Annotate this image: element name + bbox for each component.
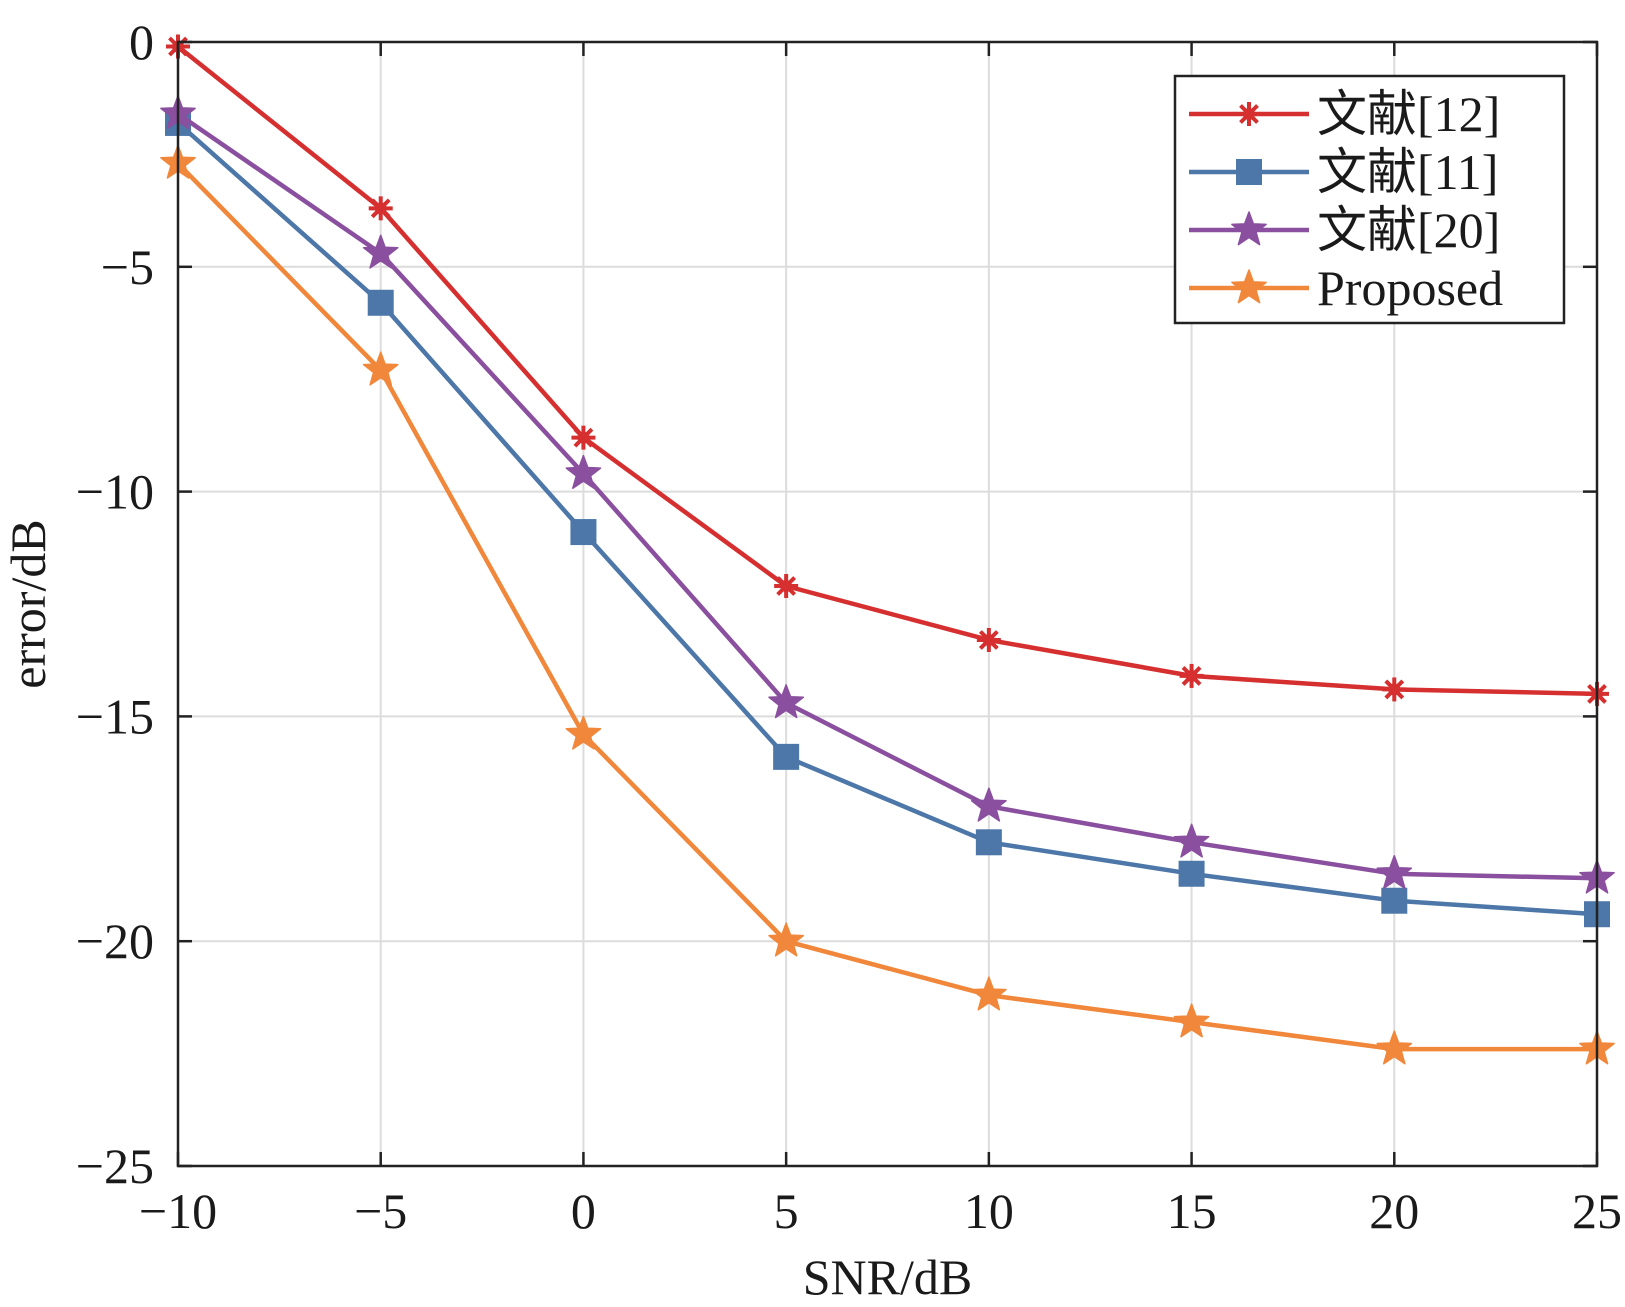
legend-swatch-marker (1237, 102, 1261, 126)
y-tick-label: −20 (76, 913, 154, 969)
data-point (768, 922, 805, 957)
y-tick-label: −25 (76, 1138, 154, 1194)
legend-label: 文献[20] (1317, 202, 1500, 258)
data-point (367, 289, 394, 316)
legend: 文献[12]文献[11]文献[20]Proposed (1173, 74, 1566, 325)
data-point-core (982, 633, 995, 646)
y-tick-label: −5 (101, 239, 154, 295)
data-point-core (780, 580, 793, 593)
data-point (1173, 823, 1210, 858)
legend-label: Proposed (1317, 260, 1503, 316)
data-point (565, 715, 602, 750)
series-1 (165, 109, 1610, 928)
x-tick-label: 10 (964, 1183, 1014, 1239)
data-point (1376, 855, 1413, 890)
data-point (362, 351, 399, 386)
data-point (970, 976, 1007, 1011)
data-point-core (1388, 683, 1401, 696)
legend-label: 文献[11] (1317, 144, 1498, 200)
data-point (976, 627, 1001, 652)
data-point (1376, 1030, 1413, 1065)
x-tick-label: −10 (139, 1183, 217, 1239)
data-point (970, 787, 1007, 822)
y-tick-label: 0 (129, 14, 154, 70)
axis-ticks: −10 −5 0 5 10 15 20 25 0 −5 −10 −15 −20 −25 (76, 14, 1622, 1239)
legend-entry: 文献[20] (1189, 202, 1500, 258)
data-point (975, 829, 1002, 856)
data-point (768, 684, 805, 719)
data-point (1173, 1003, 1210, 1038)
series-line (176, 44, 1598, 697)
x-tick-label: 20 (1369, 1183, 1419, 1239)
x-tick-label: 0 (571, 1183, 596, 1239)
y-axis-label: error/dB (0, 519, 56, 688)
legend-label: 文献[12] (1317, 86, 1500, 142)
legend-swatch-marker (1231, 211, 1267, 246)
data-point (1179, 663, 1204, 688)
series-layer (160, 34, 1615, 1065)
data-point (570, 519, 597, 546)
data-point-core (374, 202, 387, 215)
legend-swatch-marker (1236, 159, 1262, 185)
series-line (176, 121, 1598, 917)
data-point (1178, 860, 1205, 887)
series-line (176, 161, 1597, 1052)
y-tick-label: −15 (76, 688, 154, 744)
x-tick-label: 5 (774, 1183, 799, 1239)
plot-frame (176, 40, 1599, 1168)
legend-entry: 文献[12] (1189, 86, 1500, 142)
data-point (1382, 677, 1407, 702)
series-0 (166, 34, 1609, 706)
data-point-core (577, 431, 590, 444)
y-tick-label: −10 (76, 464, 154, 520)
series-line (176, 112, 1598, 881)
legend-entry: Proposed (1189, 260, 1503, 316)
x-axis-label: SNR/dB (803, 1249, 973, 1305)
legend-swatch-marker-core (1243, 108, 1255, 120)
legend-entry: 文献[11] (1189, 144, 1498, 200)
x-tick-label: 15 (1167, 1183, 1217, 1239)
data-point (565, 454, 602, 489)
data-point (571, 425, 596, 450)
data-point (774, 574, 799, 599)
data-point (773, 743, 800, 770)
data-point (362, 234, 399, 269)
data-point-core (1185, 669, 1198, 682)
data-point (1381, 887, 1408, 914)
x-tick-label: −5 (354, 1183, 407, 1239)
legend-swatch-marker (1231, 269, 1267, 304)
data-point (368, 196, 393, 221)
x-tick-label: 25 (1572, 1183, 1622, 1239)
